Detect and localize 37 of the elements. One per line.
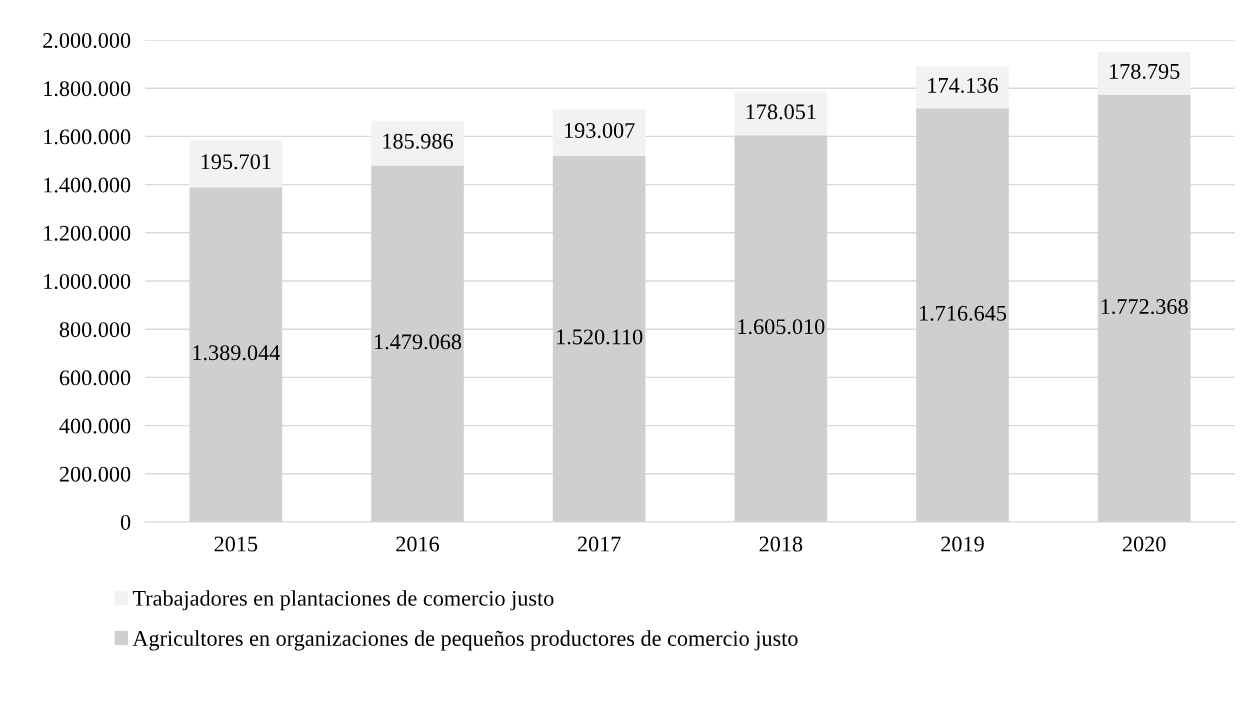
y-tick-label: 2.000.000 bbox=[43, 32, 131, 49]
x-tick-label: 2019 bbox=[941, 536, 984, 552]
data-label: 1.520.110 bbox=[557, 329, 643, 345]
data-label: 195.701 bbox=[201, 154, 271, 170]
x-tick-label: 2020 bbox=[1122, 536, 1166, 552]
bar bbox=[189, 140, 283, 188]
y-tick-label: 200.000 bbox=[59, 466, 131, 482]
bar bbox=[1097, 51, 1191, 95]
data-label: 178.051 bbox=[746, 104, 816, 120]
bar bbox=[552, 109, 646, 156]
data-label: 1.479.068 bbox=[375, 334, 462, 350]
x-tick-label: 2016 bbox=[396, 536, 440, 552]
y-tick-label: 1.400.000 bbox=[44, 177, 131, 193]
x-tick-label: 2018 bbox=[759, 536, 803, 552]
data-label: 1.716.645 bbox=[920, 305, 1007, 321]
legend-label: Trabajadores en plantaciones de comercio justo bbox=[132, 590, 554, 611]
data-label: 1.605.010 bbox=[738, 319, 825, 335]
y-tick-label: 1.200.000 bbox=[44, 225, 131, 241]
data-label: 1.772.368 bbox=[1101, 299, 1188, 315]
y-tick-label: 800.000 bbox=[59, 322, 131, 338]
data-label: 178.795 bbox=[1110, 63, 1180, 79]
y-tick-label: 1.600.000 bbox=[44, 129, 131, 145]
x-tick-label: 2017 bbox=[577, 536, 621, 552]
y-tick-label: 1.800.000 bbox=[44, 81, 131, 97]
x-tick-label: 2015 bbox=[214, 536, 258, 552]
y-tick-label: 400.000 bbox=[59, 418, 131, 434]
y-tick-label: 600.000 bbox=[59, 370, 131, 386]
data-label: 1.389.044 bbox=[193, 345, 280, 361]
y-tick-label: 0 bbox=[120, 514, 131, 530]
y-tick-label: 1.000.000 bbox=[44, 273, 131, 290]
data-label: 174.136 bbox=[928, 77, 998, 93]
bar bbox=[371, 120, 464, 166]
bar bbox=[734, 92, 828, 136]
legend-label: Agricultores en organizaciones de pequeños productores de comercio justo bbox=[132, 630, 798, 651]
data-label: 185.986 bbox=[383, 133, 453, 149]
bar bbox=[916, 66, 1009, 109]
data-label: 193.007 bbox=[565, 122, 635, 139]
